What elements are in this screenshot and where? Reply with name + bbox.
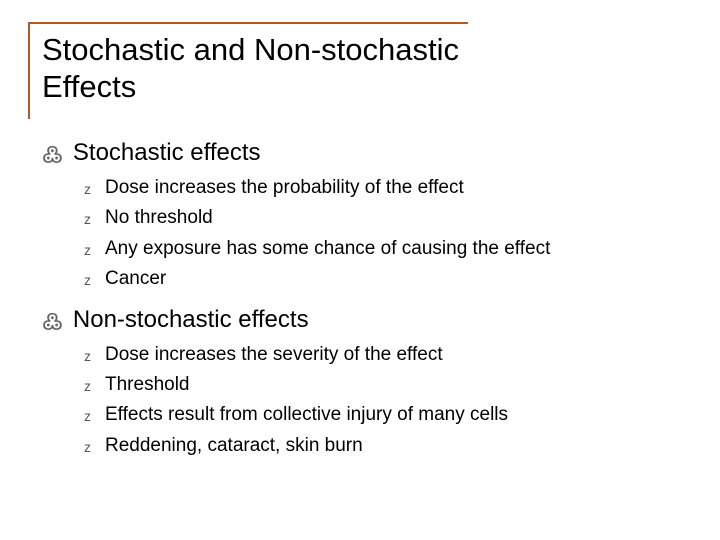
z-bullet-icon: z [84, 212, 91, 226]
list-item-text: No threshold [105, 205, 213, 231]
list-item-text: Threshold [105, 372, 190, 398]
section-header: ߷ Non-stochastic effects [42, 306, 692, 334]
z-bullet-icon: z [84, 273, 91, 287]
list-item-text: Dose increases the probability of the ef… [105, 175, 464, 201]
list-item-text: Any exposure has some chance of causing … [105, 236, 550, 262]
slide-title: Stochastic and Non-stochastic Effects [42, 32, 468, 105]
list-item: z No threshold [84, 205, 692, 231]
z-bullet-icon: z [84, 440, 91, 454]
curly-bullet-icon: ߷ [42, 144, 63, 166]
list-item: z Effects result from collective injury o… [84, 402, 692, 428]
list-item: z Dose increases the probability of the e… [84, 175, 692, 201]
list-item: z Cancer [84, 266, 692, 292]
section-header: ߷ Stochastic effects [42, 139, 692, 167]
list-item: z Threshold [84, 372, 692, 398]
list-item: z Dose increases the severity of the effe… [84, 342, 692, 368]
title-rule-box: Stochastic and Non-stochastic Effects [28, 22, 468, 119]
section: ߷ Non-stochastic effects z Dose increases t… [28, 306, 692, 459]
section-title: Stochastic effects [73, 139, 261, 167]
list-item-text: Cancer [105, 266, 166, 292]
list-item-text: Effects result from collective injury of… [105, 402, 508, 428]
z-bullet-icon: z [84, 182, 91, 196]
content-area: ߷ Stochastic effects z Dose increases the p… [28, 139, 692, 459]
z-bullet-icon: z [84, 409, 91, 423]
item-list: z Dose increases the severity of the effe… [42, 342, 692, 459]
z-bullet-icon: z [84, 379, 91, 393]
list-item: z Any exposure has some chance of causing… [84, 236, 692, 262]
item-list: z Dose increases the probability of the e… [42, 175, 692, 292]
section: ߷ Stochastic effects z Dose increases the p… [28, 139, 692, 292]
list-item: z Reddening, cataract, skin burn [84, 433, 692, 459]
curly-bullet-icon: ߷ [42, 311, 63, 333]
z-bullet-icon: z [84, 243, 91, 257]
section-title: Non-stochastic effects [73, 306, 309, 334]
z-bullet-icon: z [84, 349, 91, 363]
list-item-text: Dose increases the severity of the effec… [105, 342, 443, 368]
list-item-text: Reddening, cataract, skin burn [105, 433, 363, 459]
